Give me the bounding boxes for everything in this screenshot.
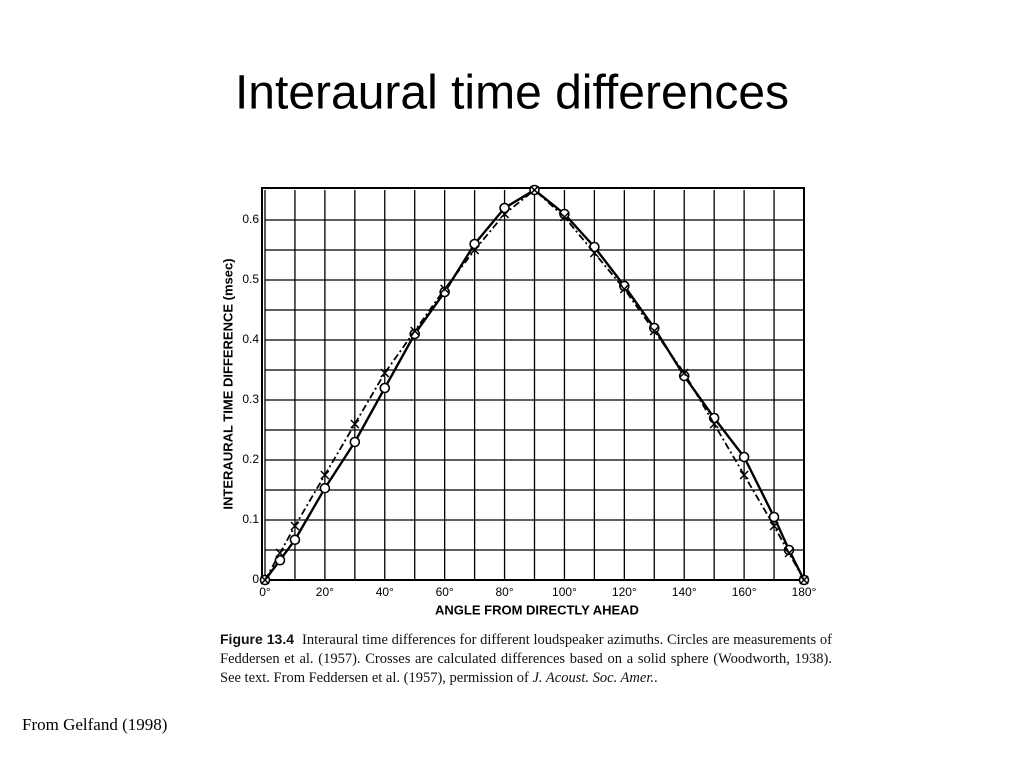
circle-marker — [379, 382, 391, 394]
cross-marker — [275, 548, 285, 558]
cross-marker — [559, 212, 569, 222]
caption-label: Figure 13.4 — [220, 631, 295, 647]
cross-marker — [619, 284, 629, 294]
cross-marker — [440, 284, 450, 294]
y-tick-label: 0.4 — [242, 332, 259, 346]
y-tick-label: 0.5 — [242, 272, 259, 286]
circle-marker — [738, 451, 750, 463]
x-tick-label: 180° — [792, 585, 817, 599]
x-tick-label: 100° — [552, 585, 577, 599]
cross-marker — [799, 575, 809, 585]
cross-marker — [529, 185, 540, 195]
circle-marker — [499, 202, 510, 214]
cross-marker — [709, 419, 719, 429]
y-tick-label: 0 — [252, 572, 259, 586]
x-tick-label: 120° — [612, 585, 637, 599]
cross-marker — [769, 521, 779, 531]
circle-marker — [349, 436, 361, 448]
circle-marker — [319, 482, 331, 494]
x-tick-label: 20° — [316, 585, 334, 599]
circle-marker — [439, 286, 450, 298]
plot-frame — [261, 187, 805, 581]
cross-marker — [290, 521, 300, 531]
cross-marker — [380, 368, 390, 378]
cross-marker — [260, 575, 270, 585]
cross-marker — [649, 326, 659, 336]
caption-journal: J. Acoust. Soc. Amer. — [532, 670, 655, 686]
cross-marker — [470, 245, 480, 255]
cross-marker — [589, 248, 599, 258]
y-tick-label: 0.6 — [242, 212, 259, 226]
cross-marker — [320, 470, 330, 480]
x-axis-label: ANGLE FROM DIRECTLY AHEAD — [435, 602, 639, 617]
x-tick-label: 40° — [376, 585, 394, 599]
y-tick-label: 0.2 — [242, 452, 259, 466]
x-tick-label: 140° — [672, 585, 697, 599]
x-tick-label: 60° — [436, 585, 454, 599]
figure-caption: Figure 13.4 Interaural time differences f… — [220, 630, 832, 688]
y-axis-label: INTERAURAL TIME DIFFERENCE (msec) — [220, 258, 235, 509]
x-tick-label: 160° — [732, 585, 757, 599]
slide-title: Interaural time differences — [235, 67, 789, 120]
y-tick-label: 0.3 — [242, 392, 259, 406]
cross-marker — [784, 548, 794, 558]
circle-marker — [768, 511, 780, 523]
cross-marker — [739, 470, 749, 480]
source-note: From Gelfand (1998) — [22, 715, 168, 734]
y-tick-label: 0.1 — [242, 512, 259, 526]
caption-text: Interaural time differences for differen… — [220, 632, 832, 686]
x-tick-label: 0° — [259, 585, 271, 599]
x-tick-label: 80° — [495, 585, 513, 599]
cross-marker — [410, 326, 420, 336]
cross-marker — [350, 419, 360, 429]
cross-marker — [500, 209, 510, 219]
caption-end: . — [654, 670, 658, 686]
cross-marker — [679, 368, 689, 378]
circle-marker — [678, 370, 690, 382]
circle-marker — [289, 534, 301, 546]
